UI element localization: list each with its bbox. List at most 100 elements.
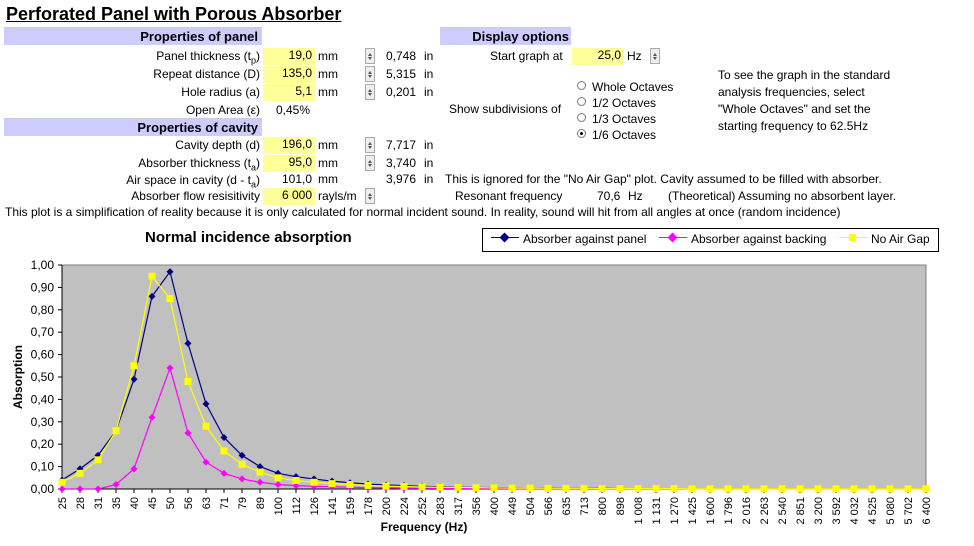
series-point-0 [130,375,138,383]
x-tick-label: 50 [165,497,177,509]
series-point-0 [112,427,120,435]
series-point-1 [472,485,480,493]
cavity-depth-input[interactable]: 196,0 [263,137,315,154]
series-point-2 [544,484,552,492]
series-point-0 [688,485,696,493]
x-tick-label: 2 016 [741,497,753,525]
series-point-2 [220,447,228,455]
absorber-thickness-spinner[interactable] [365,155,375,171]
series-point-1 [508,485,516,493]
series-point-2 [796,485,804,493]
air-space-label: Air space in cavity (d - ta) [126,173,260,190]
series-point-1 [256,478,264,486]
series-point-1 [292,482,300,490]
absorber-thickness-input[interactable]: 95,0 [263,155,315,172]
resonant-frequency-value: 70,6 [597,189,621,203]
series-point-0 [436,483,444,491]
repeat-distance-spinner[interactable] [365,66,375,82]
series-point-2 [58,478,66,486]
cavity-depth-label: Cavity depth (d) [175,138,260,152]
series-point-0 [526,484,534,492]
absorber-thickness-imperial: 3,740 [386,156,417,170]
series-point-2 [310,478,318,486]
series-point-2 [742,485,750,493]
series-point-2 [76,469,84,477]
flow-resistivity-spinner[interactable] [365,188,375,204]
series-point-2 [814,485,822,493]
legend-marker-noairgap [849,234,856,241]
series-point-1 [382,484,390,492]
air-space-value: 101,0 [281,172,312,186]
series-point-2 [202,422,210,430]
series-point-0 [220,433,228,441]
hole-radius-imperial: 0,201 [386,85,417,99]
hole-radius-spinner[interactable] [365,84,375,100]
series-point-2 [364,481,372,489]
series-point-0 [634,485,642,493]
x-tick-label: 200 [381,497,393,515]
series-point-1 [436,484,444,492]
radio-third-octaves[interactable] [577,113,586,122]
simplification-note: This plot is a simplification of reality… [5,205,841,219]
x-tick-label: 898 [615,497,627,515]
radio-whole-octaves[interactable] [577,81,586,90]
series-point-0 [616,485,624,493]
series-point-0 [796,485,804,493]
help-line-1: To see the graph in the standard [718,68,891,82]
start-graph-input[interactable]: 25,0 [572,48,624,65]
help-line-3: "Whole Octaves" and set the [718,102,871,116]
hole-radius-label: Hole radius (a) [181,85,260,99]
series-point-0 [868,485,876,493]
series-point-2 [508,484,516,492]
radio-label-half-octaves[interactable]: 1/2 Octaves [592,96,657,110]
y-tick-label: 0,10 [31,460,55,474]
series-point-1 [832,485,840,493]
x-tick-label: 252 [417,497,429,515]
legend-marker-backing [667,232,678,243]
cavity-depth-spinner[interactable] [365,137,375,153]
series-point-0 [598,484,606,492]
series-point-1 [364,484,372,492]
flow-resistivity-input[interactable]: 6 000 [263,188,315,205]
start-graph-label: Start graph at [490,49,563,63]
series-point-0 [382,481,390,489]
radio-label-third-octaves[interactable]: 1/3 Octaves [592,112,657,126]
series-point-2 [94,456,102,464]
series-point-2 [418,483,426,491]
radio-label-whole-octaves[interactable]: Whole Octaves [592,80,674,94]
x-tick-label: 1 008 [633,497,645,525]
legend-label-noairgap: No Air Gap [871,232,930,246]
series-point-1 [670,485,678,493]
x-tick-label: 5 702 [903,497,915,525]
air-space-imperial-unit: in [424,172,434,186]
series-point-1 [220,469,228,477]
radio-half-octaves[interactable] [577,97,586,106]
x-tick-label: 283 [435,497,447,515]
start-graph-spinner[interactable] [650,48,660,64]
radio-label-sixth-octaves[interactable]: 1/6 Octaves [592,128,657,142]
series-point-1 [310,482,318,490]
x-tick-label: 2 851 [795,497,807,525]
series-point-0 [832,485,840,493]
series-point-2 [436,483,444,491]
series-point-1 [562,485,570,493]
legend-label-backing: Absorber against backing [691,232,827,246]
resonant-frequency-label: Resonant frequency [455,189,563,203]
series-point-2 [760,485,768,493]
series-point-1 [778,485,786,493]
x-tick-label: 449 [507,497,519,515]
series-point-1 [634,485,642,493]
series-line-1 [62,366,926,490]
panel-thickness-imperial: 0,748 [386,49,417,63]
series-point-0 [850,485,858,493]
panel-thickness-spinner[interactable] [365,48,375,64]
help-line-4: starting frequency to 62.5Hz [718,119,869,133]
panel-thickness-input[interactable]: 19,0 [263,48,315,65]
x-tick-label: 6 400 [921,497,933,525]
repeat-distance-input[interactable]: 135,0 [263,66,315,83]
hole-radius-input[interactable]: 5,1 [263,84,315,101]
y-tick-label: 0,20 [31,437,55,451]
series-point-2 [130,362,138,370]
x-tick-label: 2 540 [777,497,789,525]
radio-sixth-octaves[interactable] [577,129,586,138]
